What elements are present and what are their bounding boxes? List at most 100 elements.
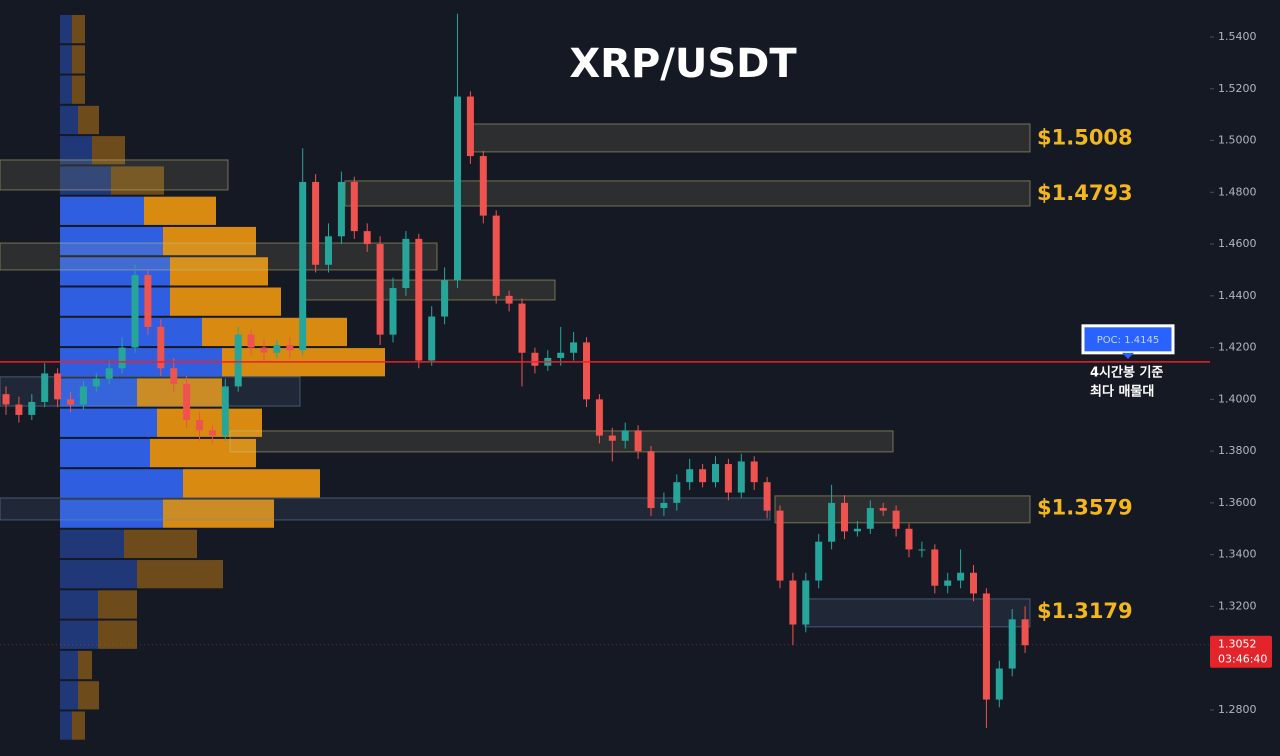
candle-body [402, 238, 410, 289]
candle-body [815, 541, 823, 581]
candle-body [995, 668, 1003, 700]
y-tick-label: 1.5000 [1218, 134, 1257, 147]
candle-body [454, 96, 461, 281]
profile-sell [72, 45, 85, 74]
profile-buy [60, 317, 202, 347]
y-tick-label: 1.4800 [1218, 185, 1257, 198]
poc-label: POC: 1.4145 [1097, 335, 1159, 346]
profile-sell [137, 378, 222, 407]
last-price-label: 1.3052 [1218, 638, 1257, 651]
profile-buy [60, 257, 170, 286]
candle-body [944, 580, 952, 586]
y-tick-label: 1.3600 [1218, 496, 1257, 509]
profile-buy [60, 408, 157, 437]
candle-body [312, 181, 320, 265]
candle-body [28, 401, 36, 415]
candle-body [931, 549, 939, 586]
candle-body [363, 231, 371, 245]
candle-body [647, 451, 655, 509]
candle-body [79, 386, 87, 405]
candle-body [15, 404, 23, 415]
candle-body [828, 502, 836, 542]
zone [469, 123, 1031, 153]
zone [774, 495, 1031, 524]
candle-body [415, 238, 423, 361]
y-tick-label: 1.4000 [1218, 392, 1257, 405]
candle-body [583, 342, 590, 400]
candle-body [957, 572, 965, 581]
candle-body [131, 275, 139, 348]
candle-body [273, 345, 281, 353]
price-axis [1210, 0, 1280, 756]
candle-body [479, 156, 487, 216]
y-tick-label: 1.2800 [1218, 703, 1257, 716]
candle-body [1008, 619, 1016, 669]
candle-body [595, 399, 603, 436]
y-tick-label: 1.5400 [1218, 30, 1257, 43]
profile-buy [60, 287, 170, 316]
candle-body [260, 347, 268, 353]
candle-body [247, 334, 255, 348]
candle-body [41, 373, 49, 402]
candle-body [557, 352, 565, 358]
profile-sell [170, 287, 281, 316]
zone [804, 598, 1031, 628]
candle-body [841, 502, 848, 532]
candle-body [879, 508, 887, 511]
zone-label: $1.5008 [1037, 125, 1133, 149]
profile-sell [78, 105, 99, 135]
profile-sell [163, 226, 256, 256]
profile-buy [60, 711, 72, 740]
zone-label: $1.3179 [1037, 599, 1133, 623]
profile-buy [60, 438, 150, 468]
candle-body [853, 528, 861, 532]
countdown-label: 03:46:40 [1218, 653, 1267, 666]
profile-buy [60, 681, 78, 710]
profile-sell [144, 196, 216, 225]
candle-body [724, 464, 732, 493]
profile-buy [60, 75, 72, 104]
last-price-box [1210, 635, 1272, 668]
profile-buy [60, 650, 78, 680]
volume-profile [60, 14, 385, 740]
candle-body [144, 275, 152, 327]
zone-label: $1.4793 [1037, 181, 1133, 205]
profile-buy [60, 14, 72, 44]
profile-buy [60, 590, 98, 619]
candle-body [54, 373, 62, 400]
zones: $1.5008 $1.4793 $1.3579 $1.3179 [0, 123, 1133, 628]
candle-body [492, 215, 500, 296]
candle-body [350, 181, 358, 232]
candle-body [776, 510, 784, 581]
candle-body [92, 378, 100, 387]
chart-title: XRP/USDT [569, 41, 797, 87]
candle-body [531, 352, 539, 366]
candle-body [196, 420, 203, 431]
profile-buy [60, 529, 124, 559]
candle-body [802, 580, 810, 625]
y-tick-label: 1.4600 [1218, 237, 1257, 250]
candle-body [621, 430, 629, 441]
zone [299, 279, 556, 301]
profile-sell [163, 499, 274, 528]
profile-buy [60, 469, 183, 498]
profile-sell [78, 681, 99, 710]
candle-body [570, 342, 578, 353]
candle-body [389, 288, 397, 335]
candle-body [428, 316, 436, 361]
profile-sell [202, 317, 347, 347]
candles [2, 13, 1029, 729]
poc-pointer [1122, 352, 1134, 359]
profile-buy [60, 620, 98, 649]
candle-body [170, 368, 178, 384]
profile-sell [124, 529, 197, 559]
profile-sell [183, 469, 320, 498]
candle-body [208, 430, 216, 436]
y-tick-label: 1.3200 [1218, 599, 1257, 612]
zone [0, 242, 438, 271]
candle-body [221, 386, 229, 436]
candle-body [234, 334, 242, 387]
